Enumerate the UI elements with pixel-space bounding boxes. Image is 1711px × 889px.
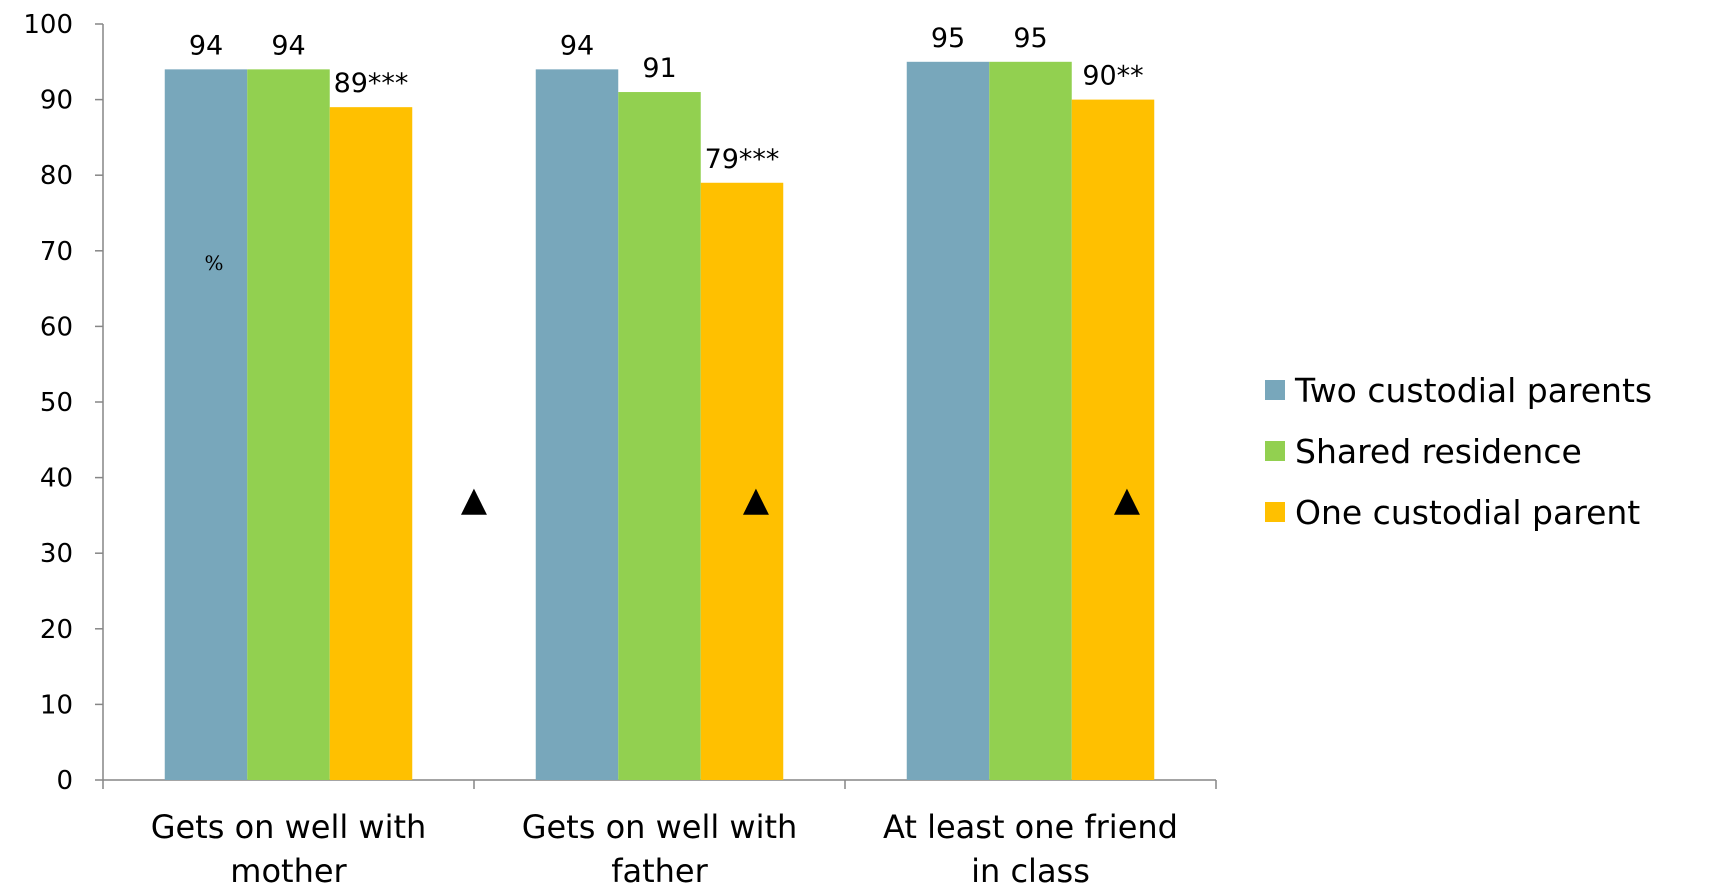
data-label: 95 (931, 23, 965, 54)
category-label: At least one friend in class (883, 808, 1178, 884)
bar (906, 61, 990, 781)
data-label: 90** (1082, 61, 1143, 92)
y-tick-label: 30 (40, 539, 73, 569)
y-tick-label: 70 (40, 237, 73, 267)
y-tick-label: 60 (40, 312, 73, 342)
bar (247, 69, 330, 781)
legend-label: Shared residence (1295, 432, 1582, 471)
data-label: 79*** (705, 144, 780, 175)
unit-label: % (204, 251, 223, 275)
bar (329, 107, 413, 780)
legend-label: One custodial parent (1295, 493, 1640, 532)
triangle-marker: ▲ (1114, 480, 1141, 520)
legend: Two custodial parents Shared residence One… (1265, 371, 1652, 532)
axes: 0 10 20 30 40 50 60 70 80 90 100 Gets on well with m… (23, 10, 1217, 889)
category-label: Gets on well with father (522, 808, 798, 884)
data-label: 94 (271, 30, 305, 61)
y-tick-label: 80 (40, 161, 73, 191)
legend-swatch (1265, 441, 1285, 461)
y-tick-label: 100 (23, 10, 73, 40)
data-labels: 94 94 95 94 91 95 89*** 79*** 90** (189, 23, 1144, 175)
bar (1071, 99, 1155, 781)
y-tick-label: 20 (40, 615, 73, 645)
y-tick-label: 40 (40, 464, 73, 494)
bar (535, 69, 619, 781)
legend-swatch (1265, 380, 1285, 400)
category-label: Gets on well with mother (151, 808, 427, 884)
triangle-marker: ▲ (743, 480, 770, 520)
y-tick-label: 50 (40, 388, 73, 418)
bar (989, 61, 1072, 781)
bar (164, 69, 248, 781)
legend-swatch (1265, 502, 1285, 522)
y-tick-label: 10 (40, 690, 73, 720)
data-label: 95 (1013, 23, 1047, 54)
data-label: 94 (189, 30, 223, 61)
data-label: 94 (560, 30, 594, 61)
triangle-marker: ▲ (461, 480, 488, 520)
legend-label: Two custodial parents (1294, 371, 1652, 410)
y-tick-label: 0 (56, 766, 73, 796)
data-label: 89*** (334, 68, 409, 99)
markers: ▲ ▲ ▲ (461, 480, 1141, 520)
data-label: 91 (642, 53, 676, 84)
y-tick-label: 90 (40, 86, 73, 116)
bar (700, 182, 784, 780)
bars (164, 61, 1155, 781)
bar (618, 92, 701, 781)
